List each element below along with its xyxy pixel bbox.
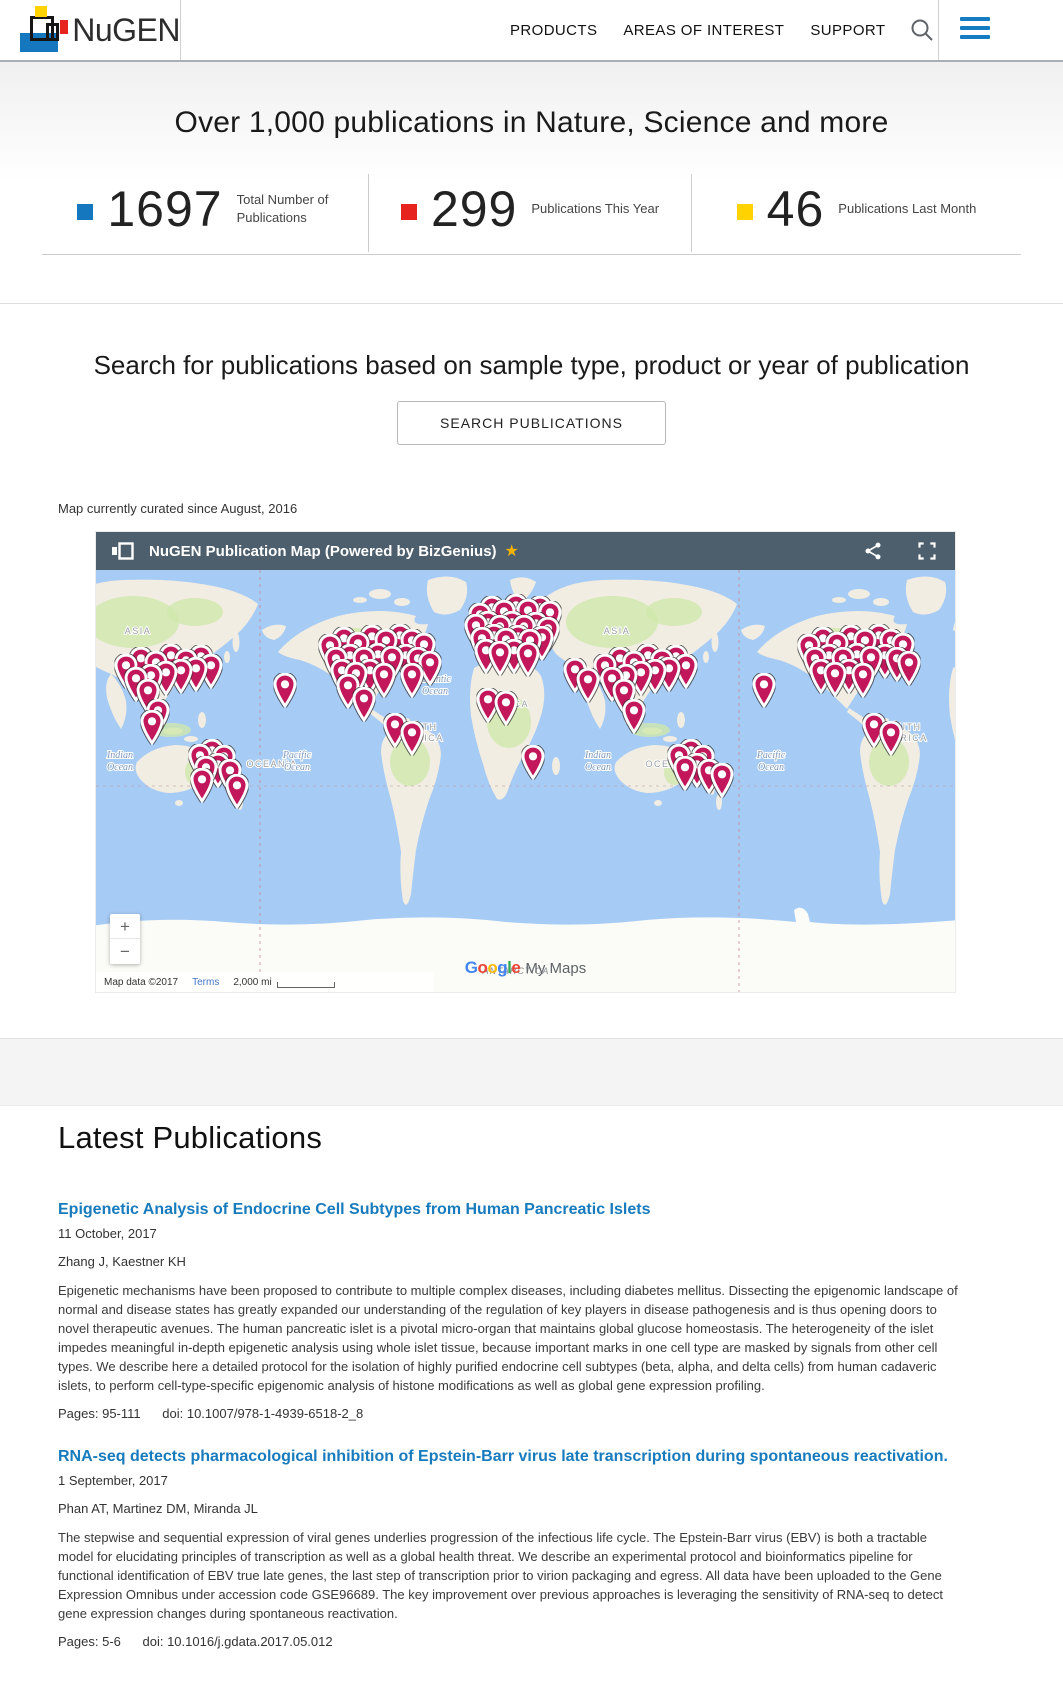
map-attribution: Map data ©2017 Terms 2,000 mi bbox=[96, 972, 434, 992]
nugen-logo-icon bbox=[16, 6, 68, 54]
menu-icon[interactable] bbox=[960, 17, 990, 44]
stat-value: 46 bbox=[766, 181, 825, 237]
map-caption: Map currently curated since August, 2016 bbox=[58, 501, 298, 516]
map-title: NuGEN Publication Map (Powered by BizGen… bbox=[149, 542, 497, 560]
yellow-square-icon bbox=[736, 204, 753, 220]
publication-item: Epigenetic Analysis of Endocrine Cell Su… bbox=[58, 1200, 958, 1421]
zoom-out-button[interactable]: − bbox=[120, 942, 130, 961]
latest-publications-section: Latest Publications Epigenetic Analysis … bbox=[0, 1106, 1063, 1649]
map-label: Pacific bbox=[282, 750, 312, 761]
publication-pages: Pages: 5-6 bbox=[58, 1633, 121, 1649]
map-label: ASIA bbox=[125, 626, 152, 636]
publication-item: RNA-seq detects pharmacological inhibiti… bbox=[58, 1447, 958, 1649]
stat-label: Publications This Year bbox=[531, 201, 660, 217]
fullscreen-icon[interactable] bbox=[917, 541, 937, 561]
stats-row: 1697 Total Number of Publications 299 Pu… bbox=[42, 174, 1021, 252]
hero-title: Over 1,000 publications in Nature, Scien… bbox=[174, 106, 889, 139]
blue-square-icon bbox=[77, 204, 94, 220]
map-label: Indian bbox=[106, 750, 133, 761]
nav-products[interactable]: PRODUCTS bbox=[510, 21, 598, 39]
publication-title-link[interactable]: Epigenetic Analysis of Endocrine Cell Su… bbox=[58, 1201, 651, 1218]
stat-value: 299 bbox=[430, 181, 518, 237]
stat-publications-last-month: 46 Publications Last Month bbox=[692, 174, 1021, 252]
map-label: Ocean bbox=[585, 762, 611, 773]
publication-pages: Pages: 95-111 bbox=[58, 1405, 141, 1421]
map-label: ASIA bbox=[604, 626, 631, 636]
map-label: Pacific bbox=[756, 750, 786, 761]
side-panel-icon[interactable] bbox=[110, 539, 135, 563]
section-separator bbox=[0, 1039, 1063, 1106]
publication-doi: doi: 10.1016/j.gdata.2017.05.012 bbox=[142, 1633, 333, 1649]
google-logo[interactable]: Google bbox=[464, 958, 521, 977]
header: NuGEN PRODUCTS AREAS OF INTEREST SUPPORT bbox=[0, 0, 1063, 62]
header-divider bbox=[180, 0, 181, 60]
search-section: Search for publications based on sample … bbox=[0, 304, 1063, 1039]
scale-label: 2,000 mi bbox=[233, 976, 272, 988]
star-icon[interactable]: ★ bbox=[504, 543, 519, 560]
nav-support[interactable]: SUPPORT bbox=[810, 21, 886, 39]
brand-logo[interactable]: NuGEN bbox=[0, 6, 180, 54]
publications-heading: Latest Publications bbox=[58, 1120, 323, 1155]
main-nav: PRODUCTS AREAS OF INTEREST SUPPORT bbox=[510, 22, 885, 39]
search-icon[interactable] bbox=[909, 17, 935, 43]
map-label: Indian bbox=[584, 750, 611, 761]
stat-label: Publications Last Month bbox=[838, 201, 977, 217]
map-title-bar: NuGEN Publication Map (Powered by BizGen… bbox=[96, 532, 955, 570]
publication-abstract: Epigenetic mechanisms have been proposed… bbox=[58, 1282, 958, 1393]
map-canvas[interactable]: ASIAASIAAFRICASOUTHAMERICASOUTHAMERICAOC… bbox=[96, 570, 955, 992]
stat-value: 1697 bbox=[107, 181, 223, 237]
stat-total-publications: 1697 Total Number of Publications bbox=[42, 174, 368, 252]
hero-section: Over 1,000 publications in Nature, Scien… bbox=[0, 62, 1063, 304]
map-data-label: Map data ©2017 bbox=[104, 976, 179, 988]
map-label: ANTARCTICA bbox=[482, 966, 550, 976]
publication-abstract: The stepwise and sequential expression o… bbox=[58, 1529, 943, 1621]
publication-date: 1 September, 2017 bbox=[58, 1472, 168, 1488]
publication-meta: Pages: 95-111 doi: 10.1007/978-1-4939-65… bbox=[58, 1406, 958, 1421]
publication-doi: doi: 10.1007/978-1-4939-6518-2_8 bbox=[162, 1405, 364, 1421]
stat-label: Total Number of Publications bbox=[236, 192, 329, 225]
terms-link[interactable]: Terms bbox=[192, 976, 220, 988]
map-label: Ocean bbox=[422, 686, 448, 697]
header-divider bbox=[938, 0, 939, 60]
publication-authors: Phan AT, Martinez DM, Miranda JL bbox=[58, 1500, 258, 1516]
red-square-icon bbox=[400, 204, 417, 220]
map-label: Ocean bbox=[758, 762, 784, 773]
stat-publications-this-year: 299 Publications This Year bbox=[368, 174, 692, 252]
zoom-in-button[interactable]: + bbox=[110, 914, 140, 939]
map-label: Ocean bbox=[107, 762, 133, 773]
world-map: ASIAASIAAFRICASOUTHAMERICASOUTHAMERICAOC… bbox=[96, 570, 955, 992]
map-label: OCEANIA bbox=[246, 759, 297, 769]
publication-date: 11 October, 2017 bbox=[58, 1225, 157, 1241]
publication-authors: Zhang J, Kaestner KH bbox=[58, 1253, 186, 1269]
publication-map: NuGEN Publication Map (Powered by BizGen… bbox=[96, 532, 955, 992]
nav-areas-of-interest[interactable]: AREAS OF INTEREST bbox=[623, 21, 785, 39]
brand-name: NuGEN bbox=[72, 11, 180, 48]
search-heading: Search for publications based on sample … bbox=[93, 350, 970, 380]
publication-title-link[interactable]: RNA-seq detects pharmacological inhibiti… bbox=[58, 1447, 948, 1465]
scale-bar bbox=[276, 981, 335, 988]
search-publications-button[interactable]: SEARCH PUBLICATIONS bbox=[397, 401, 666, 445]
map-zoom-control: + − bbox=[110, 914, 140, 964]
stats-divider bbox=[42, 254, 1021, 255]
publication-meta: Pages: 5-6 doi: 10.1016/j.gdata.2017.05.… bbox=[58, 1634, 958, 1649]
share-icon[interactable] bbox=[863, 541, 883, 561]
map-label: Ocean bbox=[284, 762, 310, 773]
